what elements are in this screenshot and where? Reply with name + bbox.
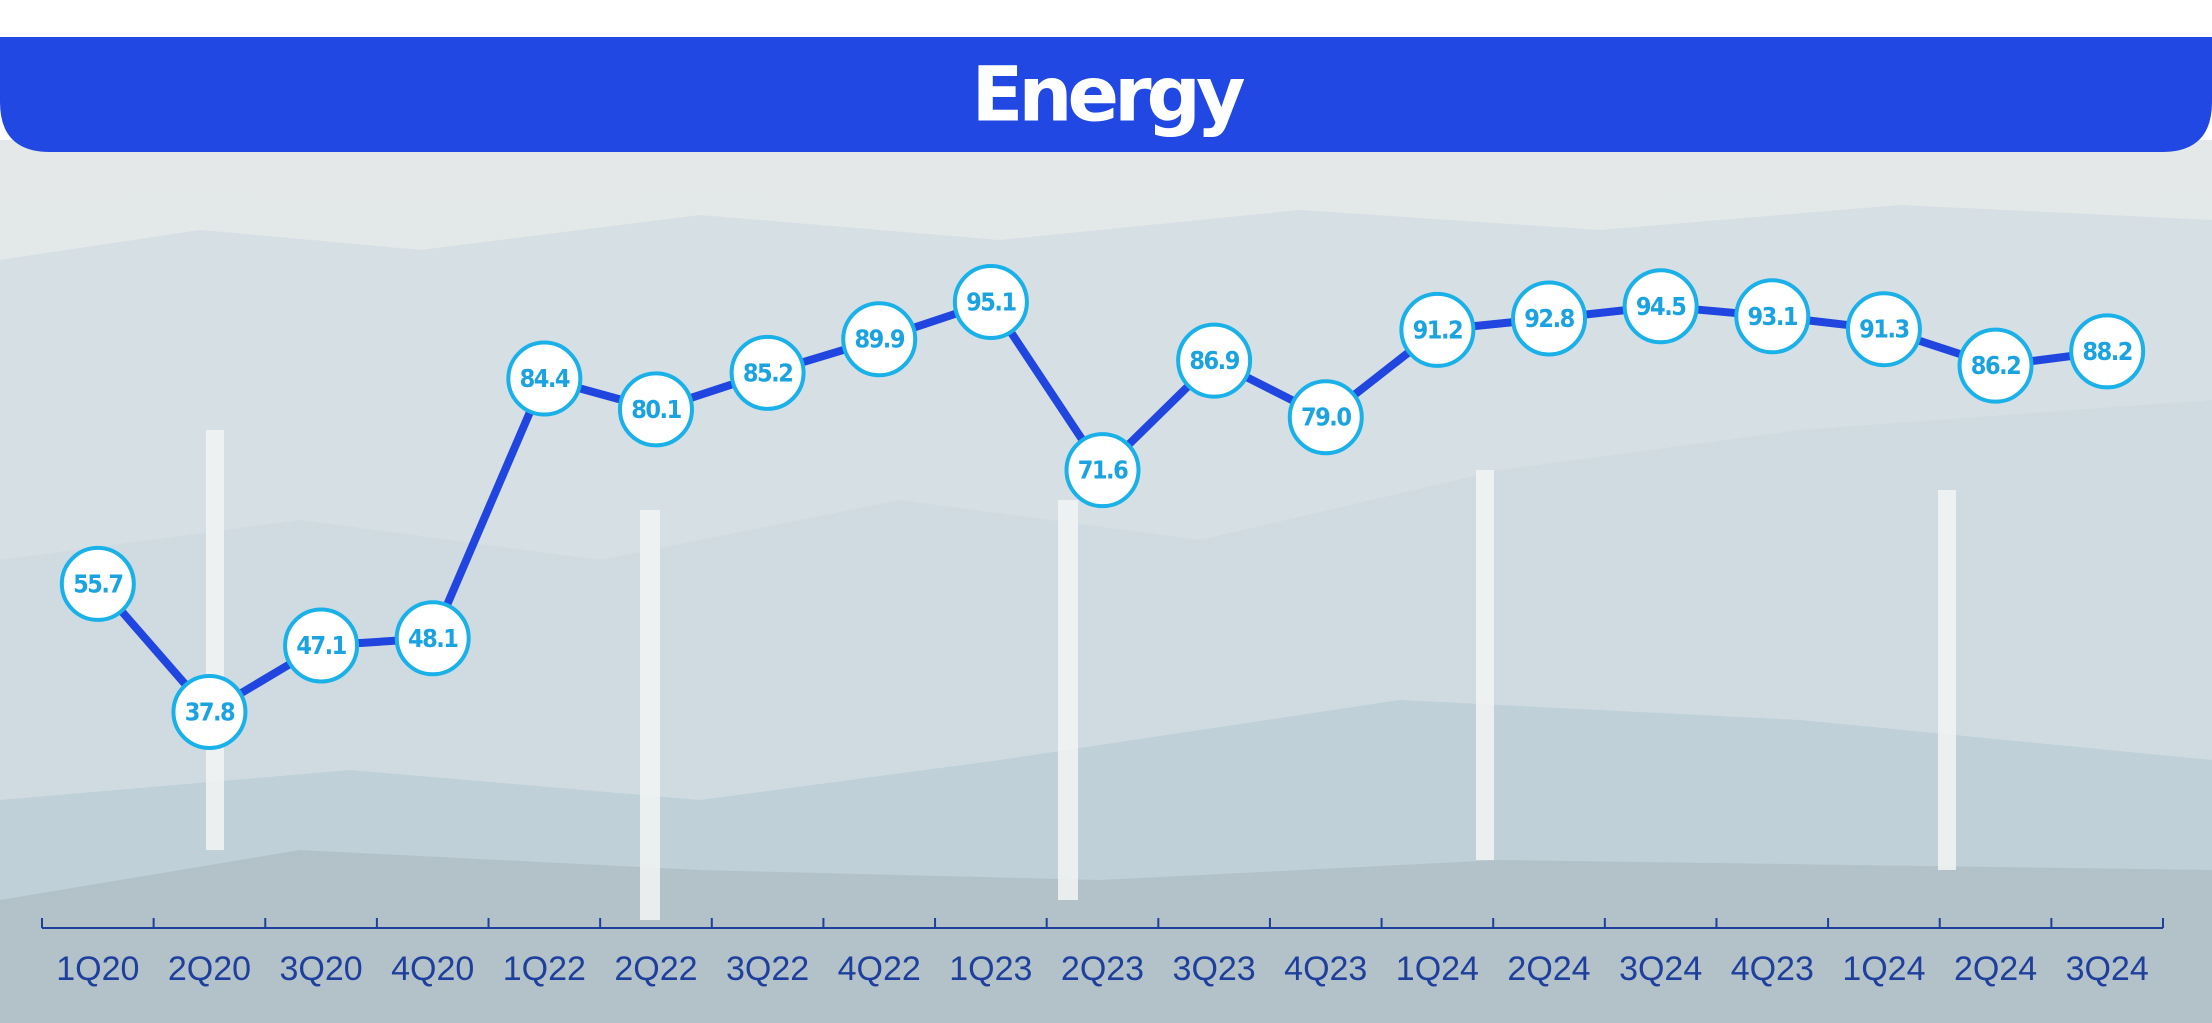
marker — [394, 600, 471, 677]
value-label: 79.0 — [1301, 403, 1351, 432]
turbines — [206, 430, 1956, 920]
marker — [1176, 322, 1253, 399]
value-label: 37.8 — [185, 698, 235, 727]
value-label: 86.2 — [1971, 351, 2021, 380]
marker — [729, 334, 806, 411]
x-tick-label: 3Q23 — [1173, 950, 1256, 988]
value-label: 94.5 — [1636, 292, 1686, 321]
header-bar — [0, 37, 2212, 152]
value-label: 80.1 — [631, 395, 681, 424]
marker — [1399, 291, 1476, 368]
marker — [1064, 432, 1141, 509]
value-label: 48.1 — [408, 624, 458, 653]
x-tick-label: 3Q22 — [726, 950, 809, 988]
x-tick-label: 2Q23 — [1061, 950, 1144, 988]
x-tick-label: 1Q24 — [1842, 950, 1925, 988]
value-label: 91.3 — [1859, 315, 1909, 344]
x-tick-label: 2Q22 — [614, 950, 697, 988]
marker — [59, 545, 136, 622]
x-tick-label: 4Q23 — [1284, 950, 1367, 988]
mountain — [0, 850, 2212, 1023]
value-label: 89.9 — [854, 325, 904, 354]
value-label: 95.1 — [966, 288, 1016, 317]
marker — [952, 264, 1029, 340]
marker — [283, 607, 360, 684]
value-label: 47.1 — [296, 631, 346, 660]
marker — [1511, 280, 1588, 357]
x-tick-label: 4Q23 — [1731, 950, 1814, 988]
marker — [171, 674, 248, 750]
marker — [1622, 268, 1699, 345]
marker — [1845, 291, 1922, 368]
marker — [617, 371, 694, 448]
x-tick-label: 4Q22 — [838, 950, 921, 988]
x-tick-label: 1Q20 — [56, 950, 139, 988]
value-label: 93.1 — [1748, 302, 1798, 331]
marker — [1287, 379, 1364, 456]
x-tick-label: 3Q20 — [279, 950, 362, 988]
x-tick-label: 1Q24 — [1396, 950, 1479, 988]
marker — [506, 340, 583, 417]
x-tick-label: 2Q24 — [1954, 950, 2037, 988]
marker — [1734, 278, 1811, 355]
marker — [2069, 313, 2146, 390]
x-tick-label: 3Q24 — [2066, 950, 2149, 988]
marker — [841, 301, 918, 378]
marker — [1957, 327, 2034, 404]
x-tick-label: 1Q22 — [503, 950, 586, 988]
value-label: 88.2 — [2082, 337, 2132, 366]
value-label: 86.9 — [1189, 346, 1239, 375]
value-label: 71.6 — [1078, 456, 1128, 485]
x-tick-label: 1Q23 — [949, 950, 1032, 988]
x-tick-label: 2Q20 — [168, 950, 251, 988]
value-label: 55.7 — [73, 569, 123, 598]
value-label: 84.4 — [520, 364, 570, 393]
chart-title: Energy — [972, 50, 1245, 139]
value-label: 91.2 — [1413, 315, 1463, 344]
value-label: 85.2 — [743, 358, 793, 387]
value-label: 92.8 — [1524, 304, 1574, 333]
x-tick-label: 4Q20 — [391, 950, 474, 988]
x-tick-label: 2Q24 — [1507, 950, 1590, 988]
x-tick-label: 3Q24 — [1619, 950, 1702, 988]
